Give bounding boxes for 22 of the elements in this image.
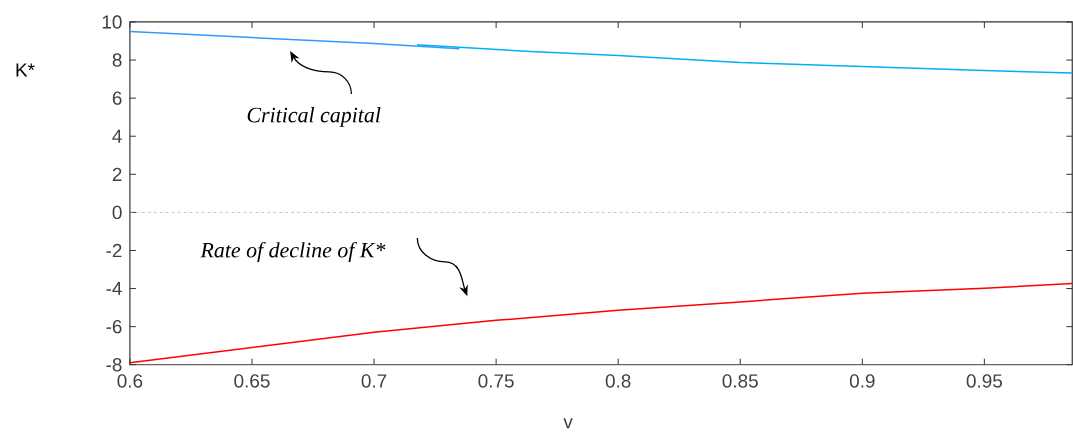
x-tick-label: 0.75 — [478, 374, 514, 388]
x-tick-label: 0.85 — [722, 374, 758, 388]
annotation: Rate of decline of K* — [200, 242, 386, 263]
x-tick-label: 0.7 — [361, 374, 387, 388]
y-tick-label: 8 — [112, 53, 122, 67]
y-axis-title: K* — [16, 63, 35, 77]
x-tick-label: 0.65 — [234, 374, 270, 388]
y-tick-label: 0 — [112, 205, 122, 220]
y-tick-label: 4 — [112, 129, 122, 143]
annotation: Critical capital — [247, 107, 381, 128]
y-tick-label: 10 — [102, 15, 122, 29]
y-tick-label: -2 — [106, 244, 122, 258]
x-tick-label: 0.95 — [966, 374, 1002, 388]
x-axis-title: v — [563, 418, 573, 429]
x-tick-label: 0.9 — [849, 374, 875, 388]
x-tick-label: 0.6 — [117, 374, 143, 388]
x-tick-label: 0.8 — [605, 374, 631, 388]
y-tick-label: 2 — [112, 167, 122, 182]
y-tick-label: 6 — [112, 91, 122, 105]
y-tick-label: -6 — [106, 320, 122, 334]
y-tick-label: -4 — [106, 282, 122, 296]
y-tick-label: -8 — [106, 358, 122, 372]
